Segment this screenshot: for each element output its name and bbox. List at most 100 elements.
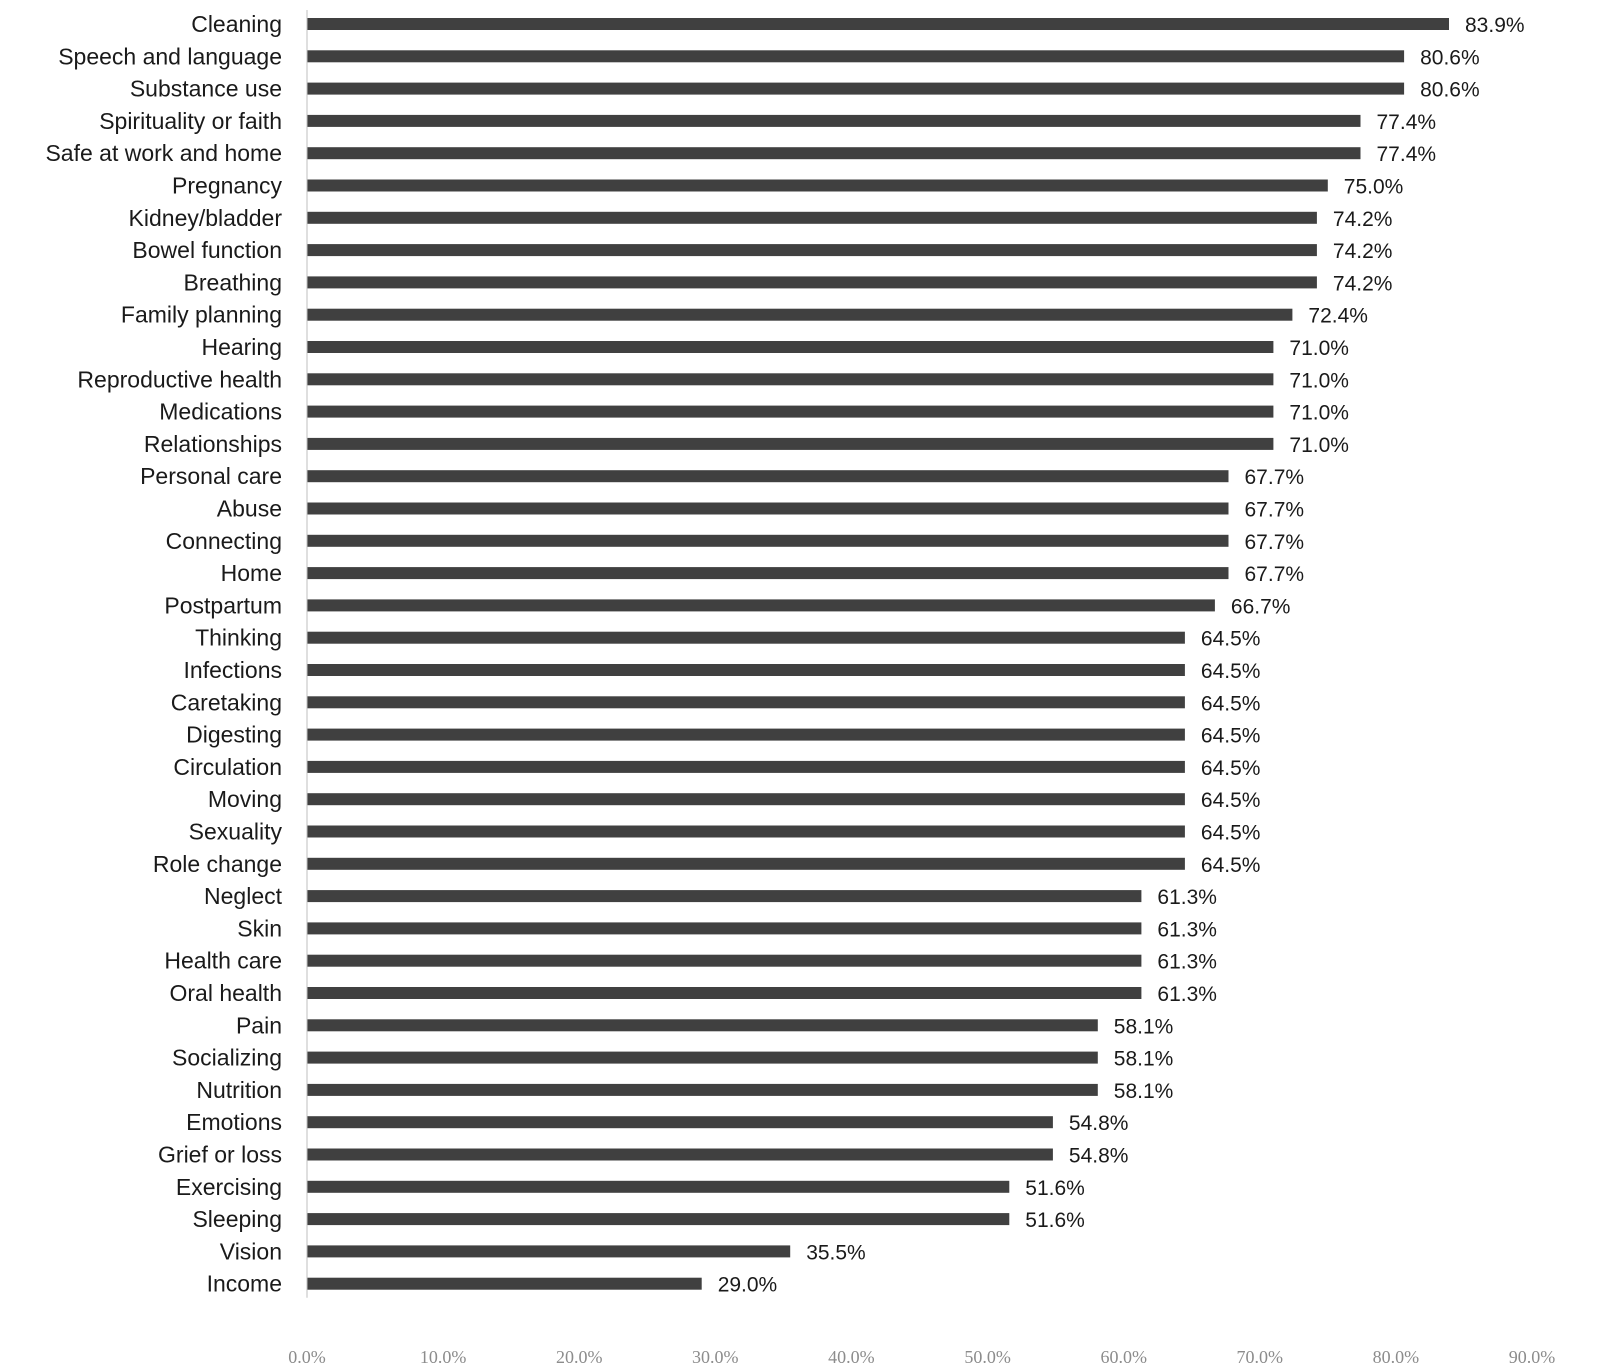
category-label: Pregnancy bbox=[172, 173, 282, 199]
category-label: Breathing bbox=[184, 269, 282, 295]
bar bbox=[307, 502, 1229, 515]
data-label: 71.0% bbox=[1289, 434, 1349, 457]
bar bbox=[307, 114, 1361, 127]
data-label: 64.5% bbox=[1201, 822, 1261, 845]
data-label: 64.5% bbox=[1201, 660, 1261, 683]
data-label: 64.5% bbox=[1201, 789, 1261, 812]
category-label: Exercising bbox=[176, 1174, 282, 1200]
bar bbox=[307, 1083, 1098, 1096]
category-label: Neglect bbox=[204, 883, 283, 909]
category-label: Oral health bbox=[169, 980, 282, 1006]
category-label: Digesting bbox=[186, 722, 282, 748]
data-label: 77.4% bbox=[1377, 143, 1437, 166]
x-tick-label: 80.0% bbox=[1373, 1347, 1420, 1367]
x-tick-label: 0.0% bbox=[288, 1347, 326, 1367]
bar bbox=[307, 631, 1185, 644]
bar bbox=[307, 18, 1449, 30]
category-label: Sexuality bbox=[189, 819, 283, 845]
bar bbox=[307, 1180, 1010, 1193]
bar bbox=[307, 437, 1274, 450]
bar bbox=[307, 179, 1328, 192]
data-label: 71.0% bbox=[1289, 369, 1349, 392]
data-label: 74.2% bbox=[1333, 240, 1393, 263]
data-label: 64.5% bbox=[1201, 628, 1261, 651]
bar bbox=[307, 922, 1142, 935]
bar bbox=[307, 890, 1142, 903]
data-label: 58.1% bbox=[1114, 1048, 1174, 1071]
data-label: 61.3% bbox=[1157, 886, 1217, 909]
category-label: Thinking bbox=[195, 625, 282, 651]
category-label: Safe at work and home bbox=[45, 140, 282, 166]
data-label: 64.5% bbox=[1201, 854, 1261, 877]
bar bbox=[307, 211, 1317, 224]
bar bbox=[307, 405, 1274, 418]
x-tick-label: 20.0% bbox=[556, 1347, 603, 1367]
data-label: 64.5% bbox=[1201, 725, 1261, 748]
category-label: Bowel function bbox=[132, 237, 282, 263]
category-label: Sleeping bbox=[192, 1206, 282, 1232]
x-tick-label: 10.0% bbox=[420, 1347, 467, 1367]
bar bbox=[307, 82, 1405, 95]
bar bbox=[307, 1148, 1053, 1161]
category-label: Medications bbox=[159, 399, 282, 425]
data-label: 51.6% bbox=[1025, 1209, 1085, 1232]
data-label: 75.0% bbox=[1344, 176, 1404, 199]
category-label: Substance use bbox=[130, 76, 282, 102]
category-label: Infections bbox=[184, 657, 282, 683]
category-label: Postpartum bbox=[164, 592, 282, 618]
bar bbox=[307, 857, 1185, 870]
x-tick-label: 60.0% bbox=[1100, 1347, 1147, 1367]
category-label: Connecting bbox=[166, 528, 282, 554]
value-labels-layer: 83.9% 80.6% 80.6% 77.4% 77.4% 75.0% 74.2% 74.2%… bbox=[718, 14, 1525, 1297]
bar bbox=[307, 954, 1142, 967]
data-label: 61.3% bbox=[1157, 951, 1217, 974]
x-tick-label: 30.0% bbox=[692, 1347, 739, 1367]
data-label: 67.7% bbox=[1245, 531, 1305, 554]
data-label: 80.6% bbox=[1420, 79, 1480, 102]
bar bbox=[307, 341, 1274, 353]
category-label: Caretaking bbox=[171, 689, 282, 715]
bar bbox=[307, 1051, 1098, 1064]
category-label: Relationships bbox=[144, 431, 282, 457]
x-tick-label: 40.0% bbox=[828, 1347, 875, 1367]
bar bbox=[307, 793, 1185, 806]
bar bbox=[307, 308, 1293, 321]
bar bbox=[307, 534, 1229, 547]
bar bbox=[307, 1213, 1010, 1226]
bar bbox=[307, 1277, 702, 1290]
bar bbox=[307, 664, 1185, 676]
category-label: Grief or loss bbox=[158, 1142, 282, 1168]
bar bbox=[307, 760, 1185, 773]
category-label: Cleaning bbox=[191, 11, 282, 37]
data-label: 67.7% bbox=[1245, 563, 1305, 586]
category-label: Role change bbox=[153, 851, 282, 877]
data-label: 51.6% bbox=[1025, 1177, 1085, 1200]
data-label: 54.8% bbox=[1069, 1112, 1129, 1135]
x-tick-label: 90.0% bbox=[1509, 1347, 1556, 1367]
data-label: 72.4% bbox=[1308, 305, 1368, 328]
bar bbox=[307, 825, 1185, 838]
data-label: 80.6% bbox=[1420, 46, 1480, 69]
data-label: 35.5% bbox=[806, 1241, 866, 1264]
data-label: 54.8% bbox=[1069, 1145, 1129, 1168]
bar bbox=[307, 567, 1229, 580]
data-label: 74.2% bbox=[1333, 272, 1393, 295]
bar bbox=[307, 599, 1215, 612]
data-label: 64.5% bbox=[1201, 692, 1261, 715]
category-label: Health care bbox=[164, 948, 282, 974]
bar bbox=[307, 244, 1317, 257]
category-label: Family planning bbox=[121, 302, 282, 328]
data-label: 61.3% bbox=[1157, 918, 1217, 941]
category-label: Home bbox=[221, 560, 282, 586]
category-label: Vision bbox=[220, 1238, 282, 1264]
category-label: Emotions bbox=[186, 1109, 282, 1135]
bars-layer bbox=[307, 18, 1449, 1290]
data-label: 71.0% bbox=[1289, 337, 1349, 360]
bar bbox=[307, 147, 1361, 160]
bar bbox=[307, 470, 1229, 483]
bar bbox=[307, 987, 1142, 999]
category-label: Nutrition bbox=[196, 1077, 282, 1103]
bar bbox=[307, 728, 1185, 741]
